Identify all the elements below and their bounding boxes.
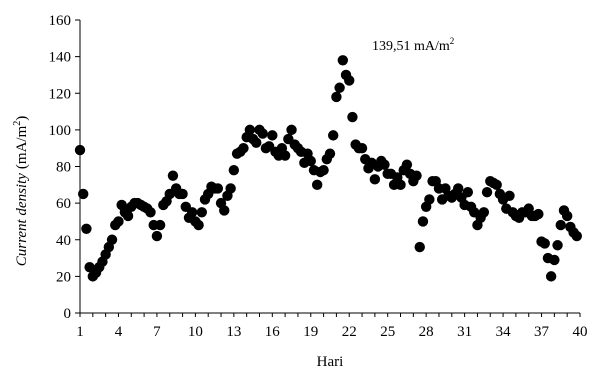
data-point [286, 124, 297, 136]
x-tick-label: 31 [457, 324, 472, 340]
data-point [257, 128, 268, 139]
data-point [453, 183, 464, 194]
x-tick-label: 10 [188, 324, 203, 340]
data-point [145, 207, 156, 218]
y-tick-label: 20 [56, 269, 71, 285]
data-point [334, 82, 345, 93]
y-tick-label: 40 [56, 233, 71, 249]
data-point [267, 130, 278, 141]
data-point [555, 219, 566, 231]
data-point [462, 186, 474, 198]
data-point [78, 188, 89, 200]
data-point [186, 207, 198, 218]
data-point [552, 240, 563, 251]
data-point [328, 130, 339, 141]
data-point [305, 155, 316, 167]
data-point [193, 219, 204, 231]
data-point [151, 230, 163, 242]
data-point [549, 254, 560, 266]
data-point [244, 124, 256, 136]
data-point [81, 223, 92, 234]
data-point [356, 142, 368, 154]
data-point [411, 170, 422, 181]
data-point [504, 190, 515, 201]
data-point [106, 234, 118, 245]
y-axis-title-sup: 2 [12, 121, 23, 126]
data-point [228, 164, 240, 176]
data-point [533, 208, 544, 220]
data-point [478, 207, 490, 218]
data-point [212, 183, 224, 194]
data-point [481, 186, 493, 198]
y-tick-label: 160 [49, 13, 72, 29]
data-point [414, 241, 425, 253]
peak-annotation-text: 139,51 mA/m [372, 39, 450, 54]
x-axis-ticks: 1 4 7 10 13 16 19 22 25 28 31 34 37 40 [76, 313, 588, 340]
x-tick-label: 7 [153, 324, 161, 340]
data-point [311, 179, 323, 191]
x-tick-label: 25 [380, 324, 395, 340]
data-point [545, 271, 557, 282]
data-point [369, 174, 381, 185]
data-point [318, 164, 329, 176]
data-point [177, 188, 188, 200]
y-tick-label: 140 [49, 50, 72, 66]
data-point [225, 183, 236, 194]
data-point [219, 205, 230, 216]
x-tick-label: 40 [573, 324, 588, 340]
peak-annotation: 139,51 mA/m2 [372, 36, 454, 54]
x-tick-label: 1 [76, 324, 84, 340]
data-point [196, 207, 207, 218]
data-point [337, 55, 349, 66]
x-axis-title: Hari [317, 354, 344, 369]
data-points [74, 55, 582, 282]
y-tick-label: 100 [49, 123, 72, 139]
data-point [344, 75, 355, 86]
y-axis-title-unit: (mA/m [14, 125, 30, 169]
data-point [395, 179, 406, 191]
data-point [491, 179, 502, 191]
data-point [417, 216, 429, 227]
y-tick-label: 120 [49, 86, 72, 102]
data-point [122, 210, 134, 222]
data-point [424, 194, 435, 205]
data-point [113, 216, 124, 227]
x-tick-label: 19 [303, 324, 318, 340]
y-axis-title-close: ) [14, 116, 30, 121]
data-point [379, 159, 390, 170]
x-tick-label: 34 [496, 324, 512, 340]
x-tick-label: 4 [115, 324, 123, 340]
data-point [279, 150, 291, 161]
peak-annotation-sup: 2 [450, 36, 455, 46]
y-tick-label: 80 [56, 160, 71, 176]
y-tick-label: 0 [64, 306, 72, 322]
data-point [251, 137, 262, 148]
data-point [154, 219, 166, 231]
data-point [401, 159, 413, 170]
data-point [331, 91, 342, 103]
y-axis-title-italic: Current density [14, 173, 30, 267]
data-point [74, 144, 86, 156]
data-point [347, 111, 358, 123]
x-tick-label: 22 [342, 324, 357, 340]
y-tick-label: 60 [56, 196, 71, 212]
x-tick-label: 16 [265, 324, 281, 340]
x-tick-label: 13 [226, 324, 241, 340]
data-point [561, 210, 573, 222]
data-point [167, 170, 179, 181]
data-point [324, 148, 336, 159]
y-axis-title: Current density (mA/m2) [12, 116, 30, 267]
x-tick-label: 28 [419, 324, 434, 340]
data-point [238, 142, 249, 154]
data-point [571, 230, 582, 242]
data-point [539, 238, 550, 249]
y-axis-ticks: 0 20 40 60 80 100 120 140 160 [49, 13, 80, 322]
x-tick-label: 37 [534, 324, 550, 340]
